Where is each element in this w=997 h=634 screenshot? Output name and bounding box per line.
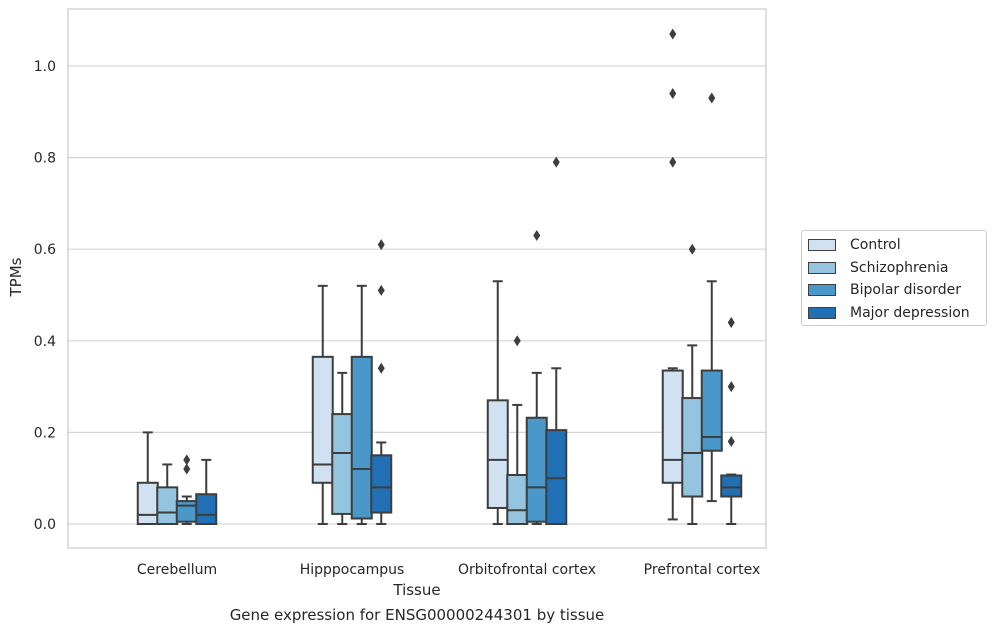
box-iqr: [681, 397, 704, 498]
box: [700, 92, 723, 503]
box-iqr: [175, 500, 198, 523]
box-iqr: [156, 486, 179, 525]
box: [661, 28, 684, 521]
outlier-point: [513, 335, 521, 347]
outlier-point: [377, 362, 385, 374]
outlier-point: [669, 156, 677, 168]
box: [331, 371, 354, 525]
legend-label: Control: [850, 237, 901, 253]
x-tick-label: Hipppocampus: [300, 562, 405, 578]
x-tick-label: Cerebellum: [137, 562, 217, 578]
box: [681, 243, 704, 525]
legend-label: Major depression: [850, 304, 970, 321]
box: [545, 156, 568, 525]
outlier-point: [533, 229, 541, 241]
box: [370, 239, 393, 525]
box-iqr: [661, 369, 684, 484]
outlier-point: [669, 28, 677, 40]
box: [156, 463, 179, 525]
box-iqr: [331, 413, 354, 515]
legend-item: Major depression: [808, 303, 970, 323]
box-iqr: [700, 369, 723, 452]
x-tick-label: Prefrontal cortex: [644, 562, 761, 578]
y-tick-label: 0.4: [34, 334, 56, 350]
outlier-point: [377, 239, 385, 251]
legend-label: Schizophrenia: [850, 259, 949, 276]
box-iqr: [506, 473, 529, 525]
x-tick-label: Orbitofrontal cortex: [458, 562, 596, 578]
box: [720, 316, 743, 525]
y-tick-label: 0.0: [34, 517, 56, 533]
outlier-point: [669, 87, 677, 99]
box-iqr: [525, 416, 548, 523]
box: [195, 458, 218, 526]
outlier-point: [688, 243, 696, 255]
box-iqr: [720, 474, 743, 498]
outlier-point: [727, 381, 735, 393]
legend-swatch: [808, 284, 836, 296]
series-1: [156, 243, 704, 525]
box: [175, 454, 198, 525]
box: [311, 284, 334, 525]
outlier-point: [552, 156, 560, 168]
y-tick-label: 0.2: [34, 425, 56, 441]
y-tick-label: 0.6: [34, 242, 56, 258]
outlier-point: [377, 284, 385, 296]
series-2: [175, 92, 723, 525]
box-iqr: [350, 355, 373, 520]
box-iqr: [136, 481, 159, 525]
box-iqr: [195, 493, 218, 526]
legend-item: Control: [808, 235, 901, 255]
x-axis-ticks: Cerebellum Hipppocampus Orbitofrontal cort…: [137, 562, 760, 578]
plot-frame: [67, 8, 767, 549]
legend-item: Schizophrenia: [808, 258, 948, 278]
x-axis-label: Tissue: [392, 581, 440, 599]
box: [136, 431, 159, 525]
chart-caption: Gene expression for ENSG00000244301 by t…: [229, 606, 605, 624]
legend-label: Bipolar disorder: [850, 282, 962, 298]
y-tick-label: 1.0: [34, 59, 56, 75]
outlier-point: [183, 463, 191, 475]
box: [350, 284, 373, 525]
outlier-point: [727, 436, 735, 448]
y-axis-ticks: 0.0 0.2 0.4 0.6 0.8 1.0: [34, 59, 56, 533]
y-axis-label: TPMs: [7, 257, 25, 297]
legend-swatch: [808, 239, 836, 251]
series-0: [136, 28, 684, 525]
box-iqr: [486, 399, 509, 509]
grid-lines: [68, 65, 766, 525]
outlier-point: [183, 454, 191, 466]
outlier-point: [708, 92, 716, 104]
legend-swatch: [808, 306, 836, 319]
box-plot-series: [136, 28, 743, 526]
box: [486, 280, 509, 525]
series-3: [195, 156, 743, 526]
y-tick-label: 0.8: [34, 151, 56, 167]
box-iqr: [545, 429, 568, 525]
legend-swatch: [808, 261, 836, 274]
outlier-point: [727, 316, 735, 328]
legend-item: Bipolar disorder: [808, 280, 961, 300]
box: [525, 229, 548, 525]
box: [506, 335, 529, 525]
box-iqr: [370, 454, 393, 514]
legend: Control Schizophrenia Bipolar disorder Majo…: [801, 230, 987, 326]
